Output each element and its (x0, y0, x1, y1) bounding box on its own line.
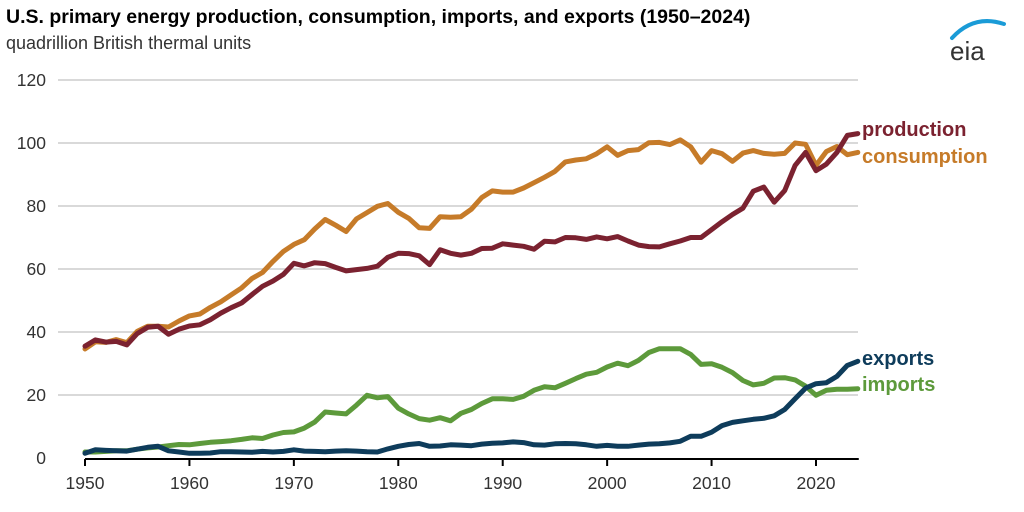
x-tick-label: 1980 (379, 473, 418, 493)
y-tick-label: 20 (27, 385, 47, 405)
x-tick-label: 2010 (692, 473, 731, 493)
x-axis: 1950 1960 1970 1980 1990 2000 2010 2020 (66, 458, 859, 493)
chart-title: U.S. primary energy production, consumpt… (6, 6, 751, 28)
logo-text: eia (950, 36, 985, 64)
y-tick-label: 0 (36, 448, 46, 468)
x-tick-label: 2020 (797, 473, 836, 493)
gridlines (58, 79, 858, 396)
label-imports: imports (862, 374, 935, 396)
x-tick-label: 1960 (170, 473, 209, 493)
y-tick-label: 40 (27, 322, 47, 342)
y-axis: 0 20 40 60 80 100 120 (17, 70, 46, 468)
line-imports (82, 346, 861, 455)
x-tick-label: 1990 (483, 473, 522, 493)
y-tick-label: 60 (27, 259, 47, 279)
x-tick-label: 1950 (66, 473, 105, 493)
line-production (82, 131, 861, 349)
y-tick-label: 80 (27, 196, 47, 216)
x-tick-label: 1970 (274, 473, 313, 493)
series-labels: production consumption exports imports (862, 119, 988, 396)
y-tick-label: 100 (17, 133, 46, 153)
eia-logo: eia (950, 19, 1006, 64)
label-production: production (862, 119, 966, 141)
line-exports (82, 358, 861, 456)
chart-subtitle: quadrillion British thermal units (6, 33, 252, 53)
y-tick-label: 120 (17, 70, 46, 90)
series-lines (82, 131, 861, 456)
line-consumption (82, 137, 861, 352)
label-exports: exports (862, 348, 934, 370)
label-consumption: consumption (862, 146, 988, 168)
x-tick-label: 2000 (588, 473, 627, 493)
logo-arc-icon (950, 19, 1006, 40)
